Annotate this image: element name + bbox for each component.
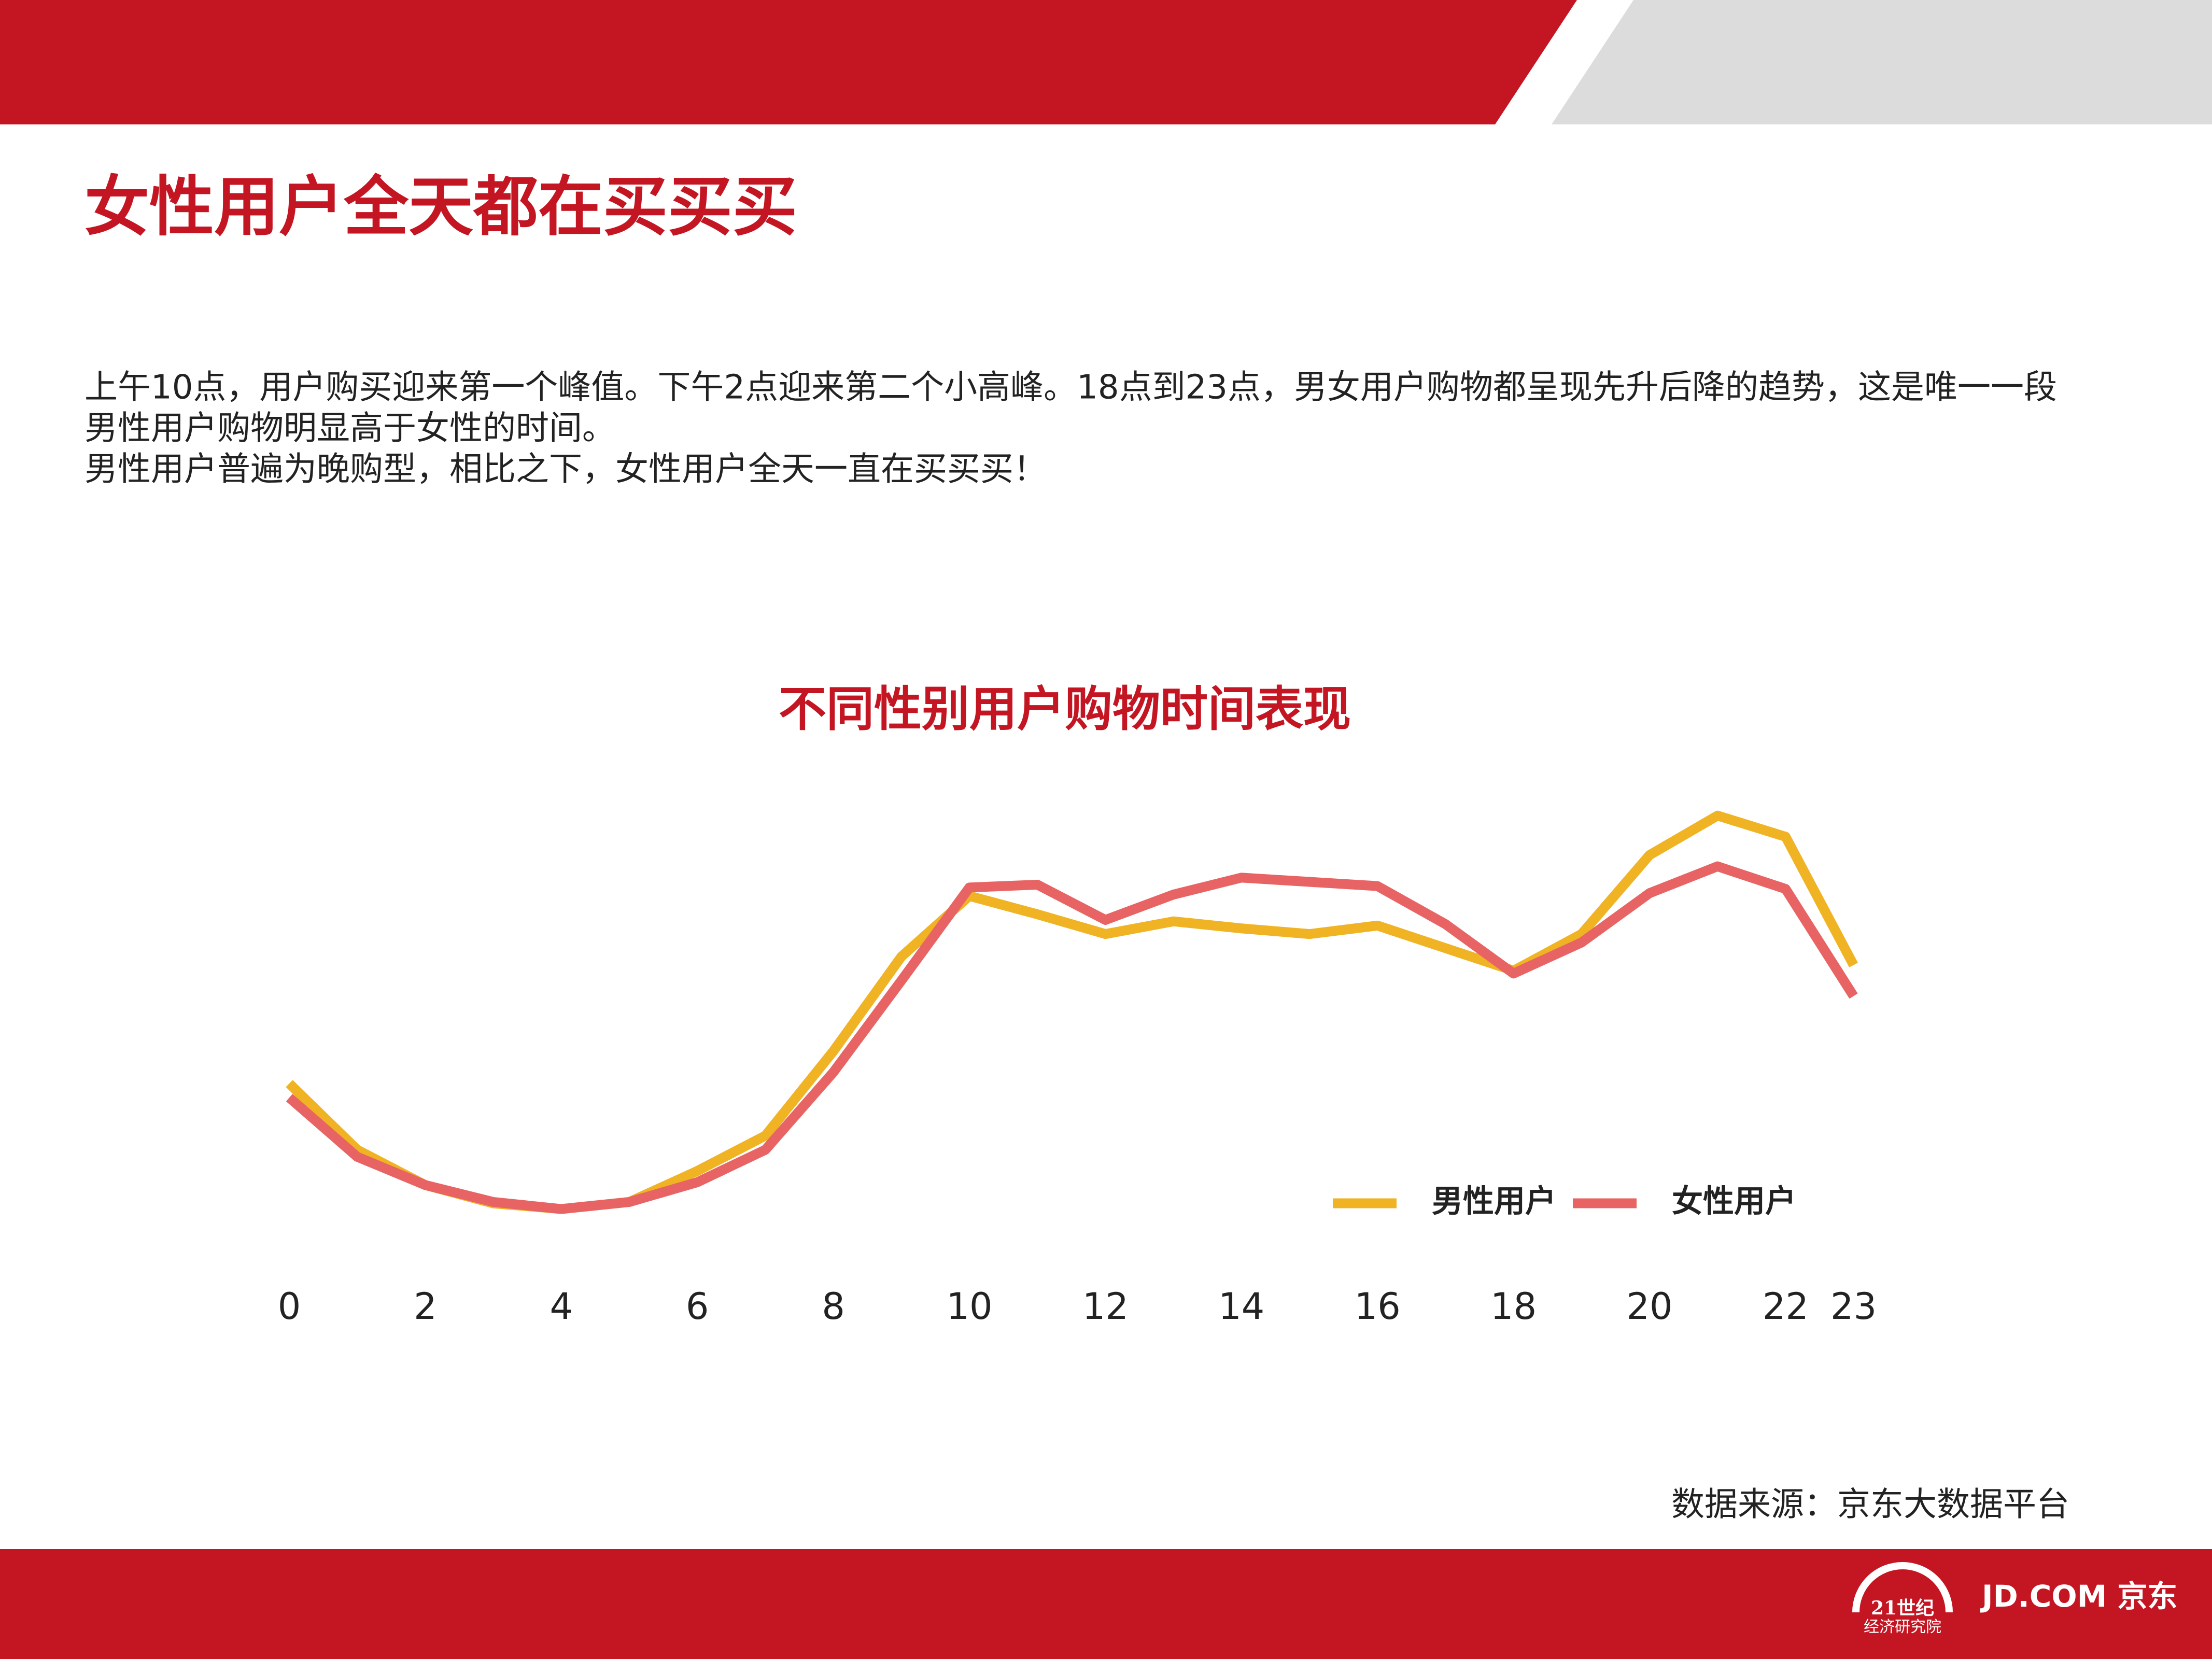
x-tick-label: 6 bbox=[686, 1285, 709, 1328]
x-tick-label: 23 bbox=[1830, 1285, 1877, 1328]
page-title: 女性用户全天都在买买买 bbox=[84, 170, 797, 245]
source: 数据来源：京东大数据平台 bbox=[1671, 1486, 2069, 1524]
x-tick-label: 8 bbox=[822, 1285, 845, 1328]
top-bar bbox=[0, 0, 1577, 124]
legend-label: 男性用户 bbox=[1432, 1184, 1556, 1220]
x-tick-label: 4 bbox=[550, 1285, 573, 1328]
x-tick-label: 18 bbox=[1490, 1285, 1537, 1328]
line bbox=[286, 861, 1858, 1214]
legend-label: 女性用户 bbox=[1672, 1184, 1796, 1220]
paragraph: 男性用户普遍为晚购型，相比之下，女性用户全天一直在买买买！ bbox=[84, 451, 1047, 489]
logo-text: JD.COM 京东 bbox=[1980, 1579, 2178, 1614]
logo-arc bbox=[1852, 1562, 1953, 1613]
paragraph: 上午10点，用户购买迎来第一个峰值。下午2点迎来第二个小高峰。18点到23点，男… bbox=[84, 369, 2057, 407]
x-tick-label: 10 bbox=[946, 1285, 992, 1328]
x-tick-label: 2 bbox=[414, 1285, 437, 1328]
x-tick-label: 14 bbox=[1218, 1285, 1264, 1328]
paragraph: 男性用户购物明显高于女性的时间。 bbox=[84, 410, 615, 448]
x-tick-label: 12 bbox=[1082, 1285, 1129, 1328]
chart-title: 不同性别用户购物时间表现 bbox=[779, 681, 1351, 737]
x-tick-label: 22 bbox=[1763, 1285, 1809, 1328]
logo-text: 经济研究院 bbox=[1864, 1618, 1941, 1636]
x-tick-label: 20 bbox=[1626, 1285, 1672, 1328]
bottom-bar bbox=[0, 1549, 2212, 1659]
logo-text: 21世纪 bbox=[1871, 1597, 1934, 1619]
top-bar-grey bbox=[1552, 0, 2212, 124]
x-tick-label: 16 bbox=[1355, 1285, 1401, 1328]
x-tick-label: 0 bbox=[278, 1285, 301, 1328]
